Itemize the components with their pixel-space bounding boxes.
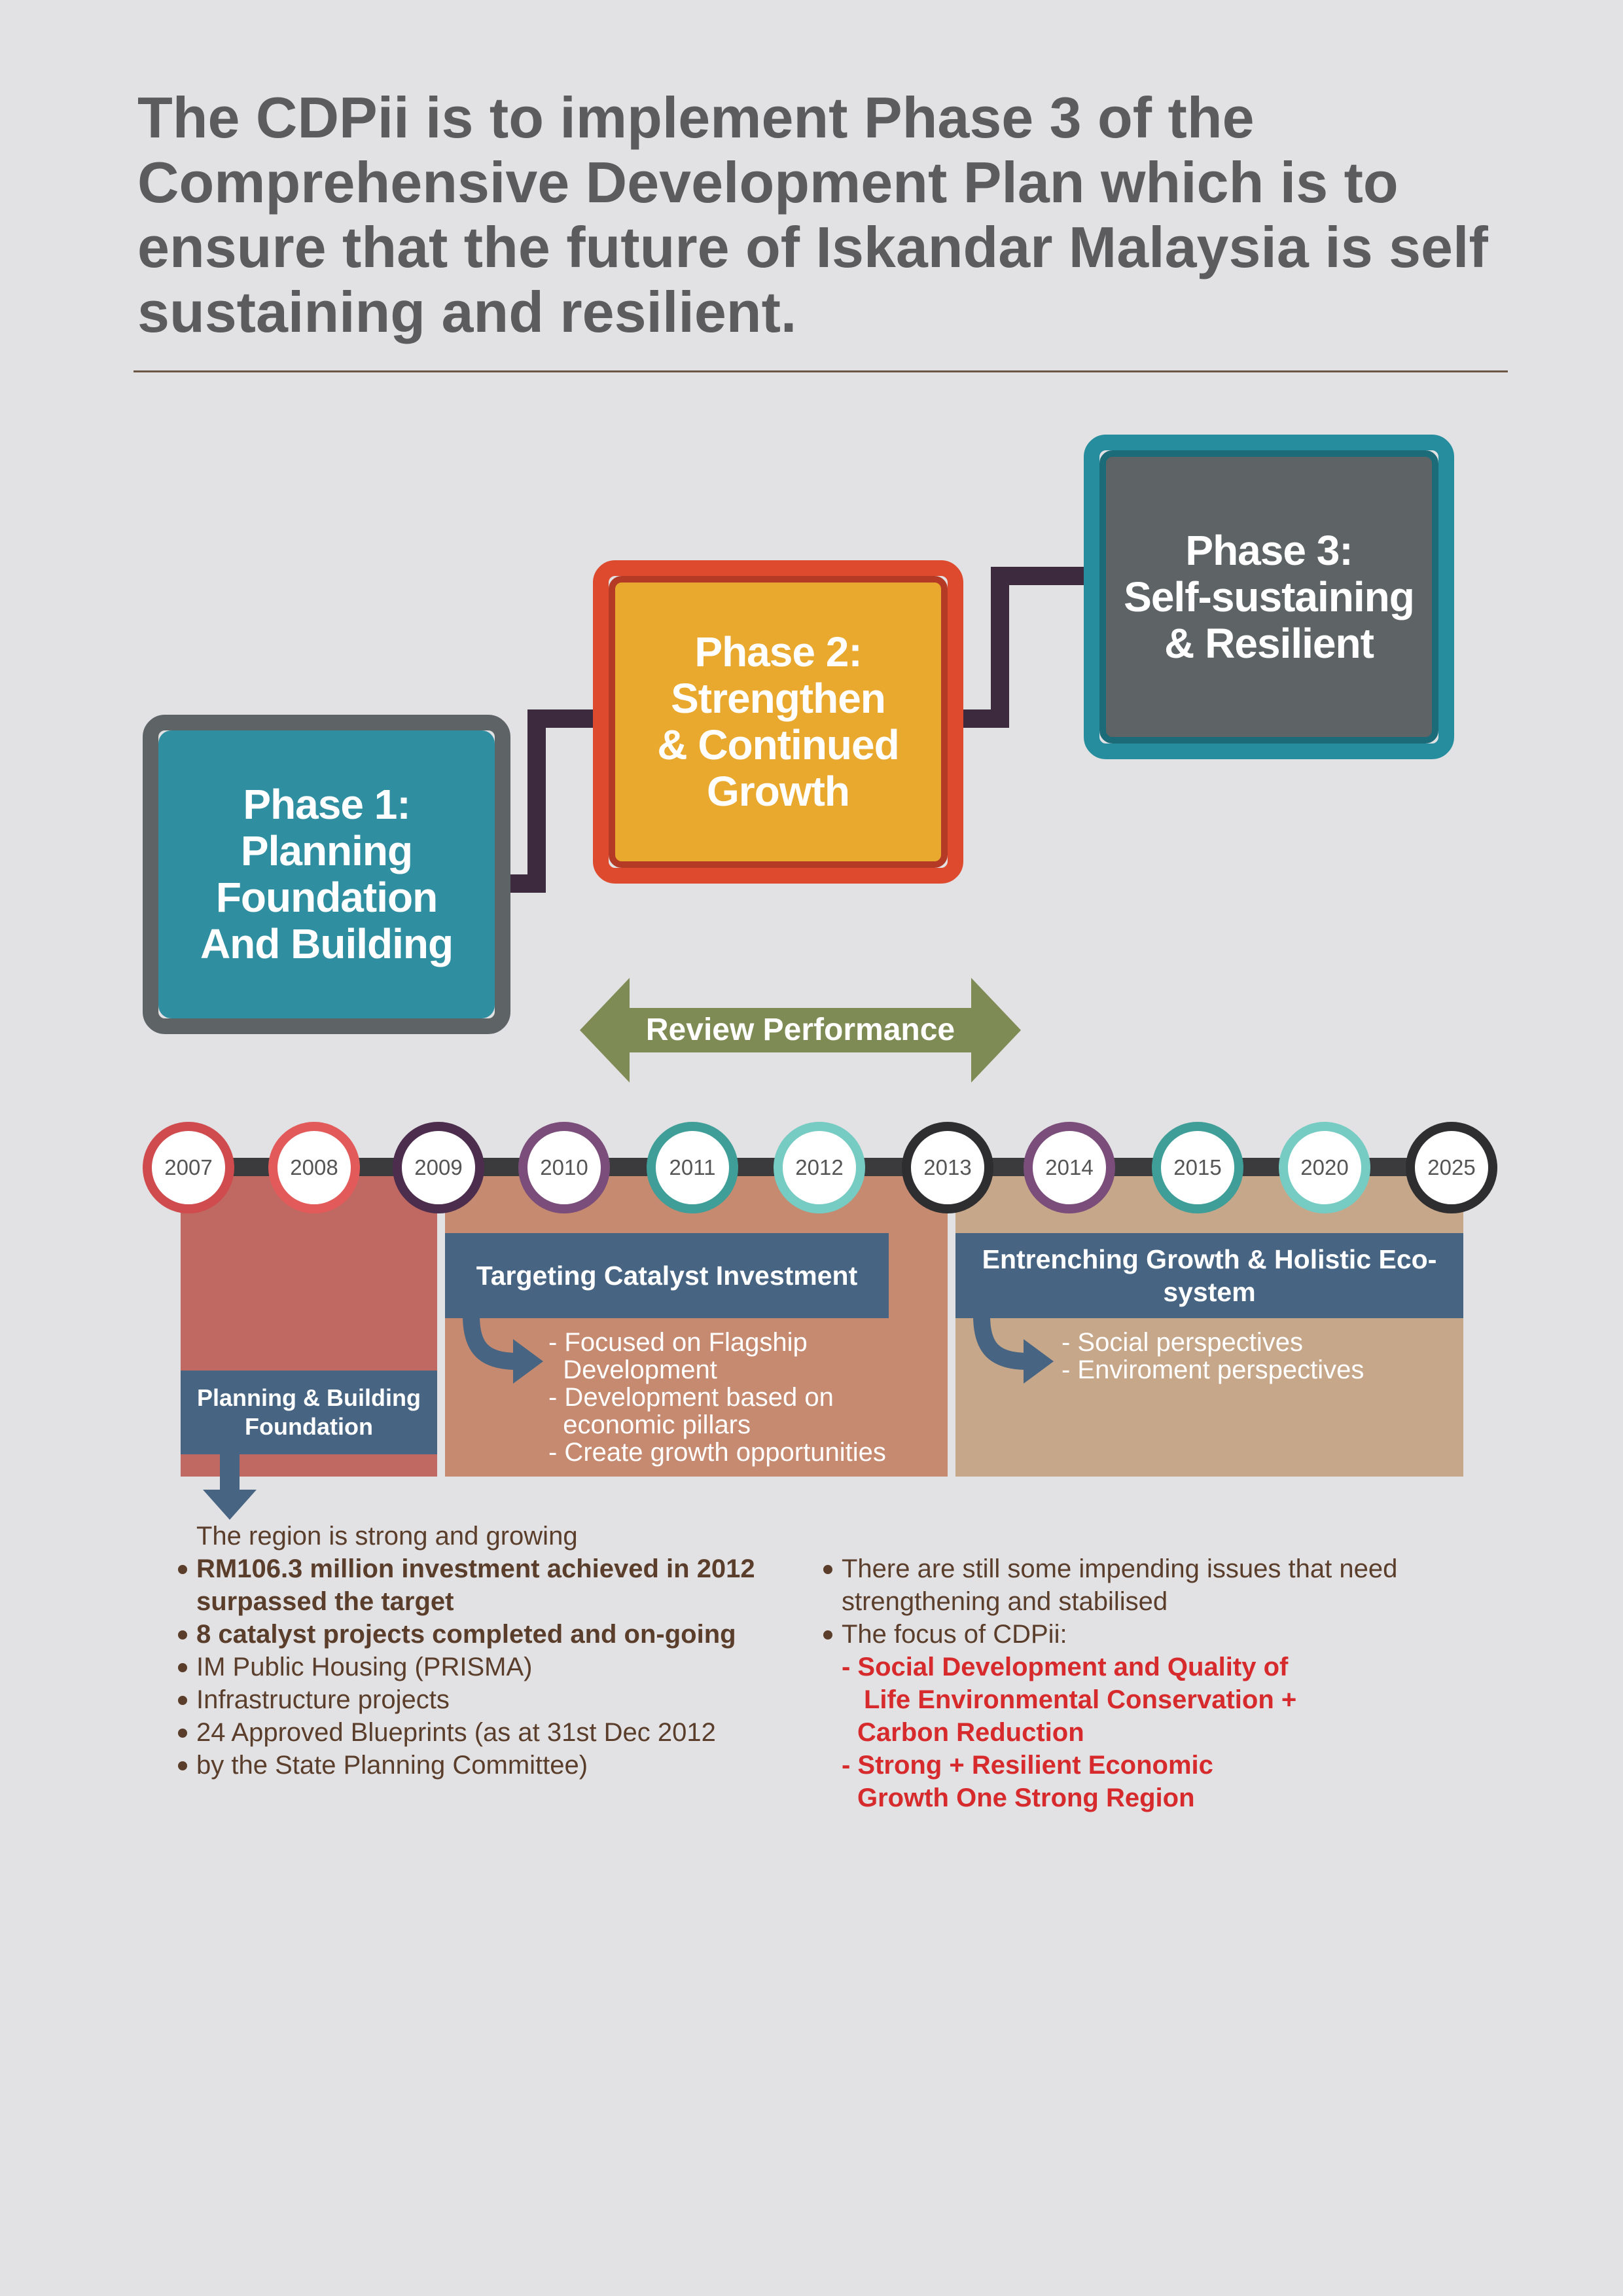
curved-arrow-icon: [463, 1316, 543, 1384]
curved-arrow-icon: [973, 1316, 1054, 1384]
list-item: - Development based on: [548, 1383, 834, 1412]
list-item: - Social perspectives: [1061, 1328, 1304, 1357]
year-2010: 2010: [518, 1122, 610, 1213]
focus-item: - Strong + Resilient Economic: [842, 1751, 1213, 1780]
focus-item: Carbon Reduction: [857, 1718, 1084, 1747]
phase-1-inner: Phase 1: Planning Foundation And Buildin…: [158, 730, 495, 1018]
focus-item: Life Environmental Conservation +: [864, 1685, 1297, 1714]
year-2013: 2013: [902, 1122, 993, 1213]
list-item: 24 Approved Blueprints (as at 31st Dec 2…: [178, 1716, 832, 1749]
list-item: The focus of CDPii:: [823, 1618, 1543, 1651]
region-achievements-list: The region is strong and growing RM106.3…: [178, 1520, 832, 1782]
list-item: There are still some impending issues th…: [823, 1552, 1543, 1585]
year-2020: 2020: [1279, 1122, 1370, 1213]
phase-3-card: Phase 3: Self-sustaining & Resilient: [1084, 435, 1454, 759]
list-item: RM106.3 million investment achieved in 2…: [178, 1552, 832, 1585]
year-2009: 2009: [393, 1122, 484, 1213]
eco-system-sub-list: - Social perspectives - Enviroment persp…: [1061, 1329, 1364, 1384]
list-item: - Enviroment perspectives: [1061, 1355, 1364, 1384]
year-2014: 2014: [1024, 1122, 1115, 1213]
year-2011: 2011: [647, 1122, 738, 1213]
divider: [134, 370, 1508, 372]
entrenching-growth-band: Entrenching Growth & Holistic Eco-system: [955, 1233, 1463, 1318]
phase-2-block: [445, 1175, 948, 1477]
focus-item: Growth One Strong Region: [857, 1784, 1195, 1812]
list-item: economic pillars: [548, 1410, 751, 1439]
phase-1-title: Phase 1: Planning Foundation And Buildin…: [200, 781, 454, 967]
list-item: surpassed the target: [196, 1587, 454, 1616]
page-headline: The CDPii is to implement Phase 3 of the…: [137, 85, 1488, 344]
phase-2-inner: Phase 2: Strengthen & Continued Growth: [609, 576, 948, 868]
targeting-catalyst-band: Targeting Catalyst Investment: [445, 1233, 889, 1318]
planning-building-band: Planning & Building Foundation: [181, 1371, 437, 1454]
list-item: - Focused on Flagship: [548, 1328, 808, 1357]
year-2007: 2007: [143, 1122, 234, 1213]
phase-1-card: Phase 1: Planning Foundation And Buildin…: [143, 715, 510, 1034]
list-item: strengthening and stabilised: [842, 1587, 1168, 1616]
year-2008: 2008: [268, 1122, 360, 1213]
list-item: by the State Planning Committee): [178, 1749, 832, 1782]
year-2012: 2012: [774, 1122, 865, 1213]
list-item: - Create growth opportunities: [548, 1438, 886, 1467]
year-2025: 2025: [1406, 1122, 1497, 1213]
review-performance-label: Review Performance: [645, 1013, 955, 1047]
list-item: Development: [548, 1355, 717, 1384]
list-item: Infrastructure projects: [178, 1683, 832, 1716]
phase-3-block: [955, 1175, 1463, 1477]
cdpii-focus-list: There are still some impending issues th…: [823, 1552, 1543, 1814]
down-arrow-icon: [203, 1452, 257, 1520]
list-intro: The region is strong and growing: [196, 1522, 578, 1551]
phase-2-card: Phase 2: Strengthen & Continued Growth: [593, 560, 963, 884]
phase-3-title: Phase 3: Self-sustaining & Resilient: [1124, 526, 1415, 667]
year-2015: 2015: [1152, 1122, 1243, 1213]
list-item: 8 catalyst projects completed and on-goi…: [178, 1618, 832, 1651]
focus-item: - Social Development and Quality of: [842, 1653, 1289, 1681]
phase-3-inner: Phase 3: Self-sustaining & Resilient: [1099, 450, 1438, 744]
phase-2-title: Phase 2: Strengthen & Continued Growth: [657, 628, 899, 815]
catalyst-sub-list: - Focused on Flagship Development - Deve…: [548, 1329, 886, 1466]
list-item: IM Public Housing (PRISMA): [178, 1651, 832, 1683]
